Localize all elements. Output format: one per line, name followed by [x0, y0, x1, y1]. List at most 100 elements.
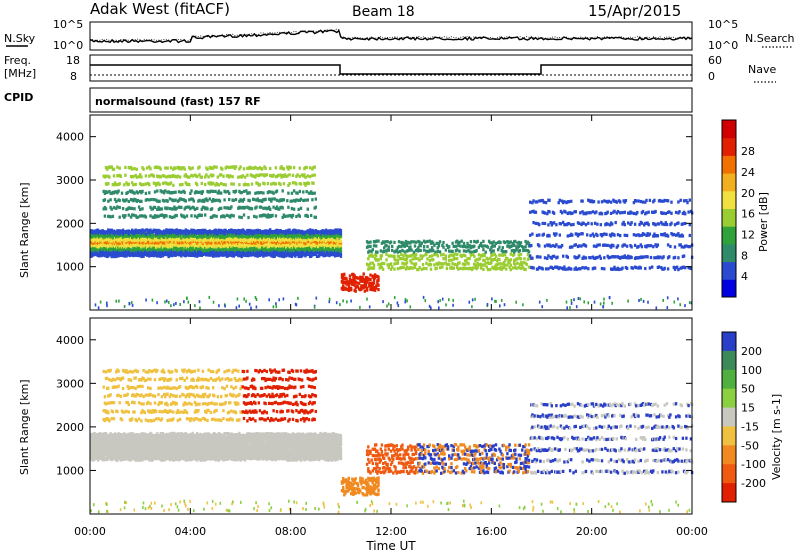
heatmap-cell-0-4243: [462, 249, 466, 253]
heatmap-cell-0-4737: [608, 223, 612, 227]
heatmap-cell-0-1444: [207, 250, 210, 254]
heatmap-cell-0-4668: [587, 221, 590, 225]
heatmap-cell-0-1212: [188, 239, 191, 243]
heatmap-cell-0-3047: [337, 236, 340, 240]
heatmap-cell-0-4564: [555, 232, 558, 236]
heatmap-cell-0-3494: [217, 189, 221, 193]
heatmap-cell-0-3347: [175, 206, 178, 210]
heatmap-cell-0-3552: [237, 175, 240, 179]
noise-left-tick-bottom: 10^0: [53, 39, 83, 52]
heatmap-cell-0-4521: [543, 256, 547, 260]
heatmap-cell-0-3231: [145, 166, 149, 170]
heatmap-cell-0-3049: [337, 234, 340, 238]
heatmap-cell-0-1194: [186, 247, 190, 251]
heatmap-cell-0-3388: [186, 175, 190, 179]
heatmap-cell-0-1707: [228, 228, 231, 233]
heatmap-cell-0-327: [116, 245, 119, 249]
heatmap-cell-0-2078: [258, 243, 262, 247]
heatmap-cell-0-3510: [222, 174, 225, 178]
heatmap-cell-0-4387: [503, 240, 507, 245]
heatmap-cell-0-3485: [215, 214, 218, 218]
heatmap-cell-0-3684: [272, 181, 275, 185]
heatmap-cell-0-4206: [451, 253, 454, 257]
heatmap-cell-0-4802: [625, 244, 629, 248]
heatmap-cell-0-629: [140, 230, 143, 234]
heatmap-cell-0-3848: [350, 286, 353, 290]
heatmap-cell-0-4020: [393, 267, 396, 271]
heatmap-cell-0-4648: [581, 232, 584, 236]
heatmap-cell-0-4740: [609, 234, 613, 238]
heatmap-cell-0-4094: [412, 240, 416, 244]
heatmap-cell-0-3713: [281, 206, 284, 210]
heatmap-cell-0-3606: [253, 214, 256, 218]
heatmap-cell-0-3233: [148, 198, 151, 202]
heatmap-cell-0-3486: [215, 198, 218, 202]
heatmap-cell-0-3455: [207, 181, 210, 185]
heatmap-cell-0-3624: [257, 191, 260, 195]
heatmap-cell-0-3623: [257, 199, 260, 203]
heatmap-cell-0-1898: [243, 239, 247, 243]
heatmap-cell-0-407: [123, 252, 126, 256]
heatmap-cell-0-3463: [209, 189, 213, 193]
heatmap-cell-0-4294: [477, 253, 481, 257]
heatmap-cell-0-3434: [200, 181, 203, 185]
heatmap-cell-0-3910: [369, 277, 372, 282]
heatmap-cell-0-3044: [337, 241, 340, 245]
heatmap-cell-0-4112: [418, 265, 421, 270]
heatmap-cell-0-4660: [584, 266, 588, 270]
heatmap-cell-0-4377: [501, 253, 504, 257]
heatmap-cell-0-3757: [295, 182, 298, 186]
heatmap-cell-0-4004: [386, 248, 389, 252]
heatmap-cell-0-4701: [597, 200, 600, 204]
heatmap-cell-0-117: [99, 245, 102, 249]
heatmap-cell-0-3688: [274, 214, 278, 218]
heatmap-cell-0-4583: [562, 254, 565, 258]
heatmap-cell-0-4878: [647, 223, 650, 227]
heatmap-cell-0-4287: [475, 249, 478, 253]
noise-right-label: N.Search: [745, 32, 795, 45]
heatmap-cell-0-3640: [261, 167, 264, 171]
heatmap-cell-0-11: [90, 232, 93, 236]
heatmap-cell-0-1195: [186, 244, 190, 248]
heatmap-cell-0-3570: [241, 199, 244, 203]
heatmap-cell-0-4202: [450, 258, 453, 262]
heatmap-cell-0-4627: [574, 210, 577, 214]
heatmap-cell-0-3497: [218, 199, 222, 203]
heatmap-cell-0-3746: [291, 181, 295, 185]
heatmap-cell-0-4666: [586, 211, 589, 215]
cpid-box: [89, 87, 693, 113]
heatmap-cell-0-3450: [206, 207, 209, 211]
heatmap-cell-0-4037: [397, 244, 401, 248]
heatmap-cell-0-3382: [184, 173, 187, 177]
heatmap-cell-0-2253: [272, 230, 275, 234]
heatmap-cell-0-3657: [265, 215, 268, 219]
heatmap-cell-0-4646: [581, 266, 584, 270]
heatmap-cell-0-4612: [570, 223, 573, 227]
heatmap-cell-0-3102: [108, 214, 111, 219]
heatmap-cell-0-4007: [387, 254, 390, 258]
heatmap-cell-0-4688: [592, 199, 596, 204]
heatmap-cell-0-3512: [223, 206, 226, 210]
heatmap-cell-0-3898: [365, 288, 369, 292]
heatmap-cell-0-3916: [371, 288, 374, 292]
heatmap-cell-0-4557: [552, 211, 556, 215]
heatmap-cell-0-752: [150, 235, 153, 239]
heatmap-cell-0-4191: [445, 243, 449, 247]
heatmap-cell-0-3129: [115, 183, 118, 187]
heatmap-cell-0-3591: [247, 183, 250, 187]
heatmap-cell-0-1455: [207, 230, 210, 234]
heatmap-cell-0-4614: [570, 199, 573, 203]
heatmap-cell-0-3222: [142, 183, 145, 187]
heatmap-cell-0-3900: [365, 280, 369, 284]
heatmap-cell-0-3729: [286, 165, 289, 169]
heatmap-cell-0-2948: [329, 238, 332, 242]
heatmap-cell-0-2251: [272, 232, 275, 237]
heatmap-cell-0-1299: [194, 234, 198, 238]
heatmap-cell-0-3067: [339, 252, 343, 256]
heatmap-cell-0-649: [142, 244, 145, 248]
heatmap-cell-0-3791: [306, 198, 309, 202]
noise-panel-frame: [89, 21, 693, 51]
heatmap-cell-0-3138: [118, 215, 121, 219]
heatmap-cell-0-4909: [657, 265, 661, 269]
heatmap-cell-0-4016: [391, 265, 394, 269]
